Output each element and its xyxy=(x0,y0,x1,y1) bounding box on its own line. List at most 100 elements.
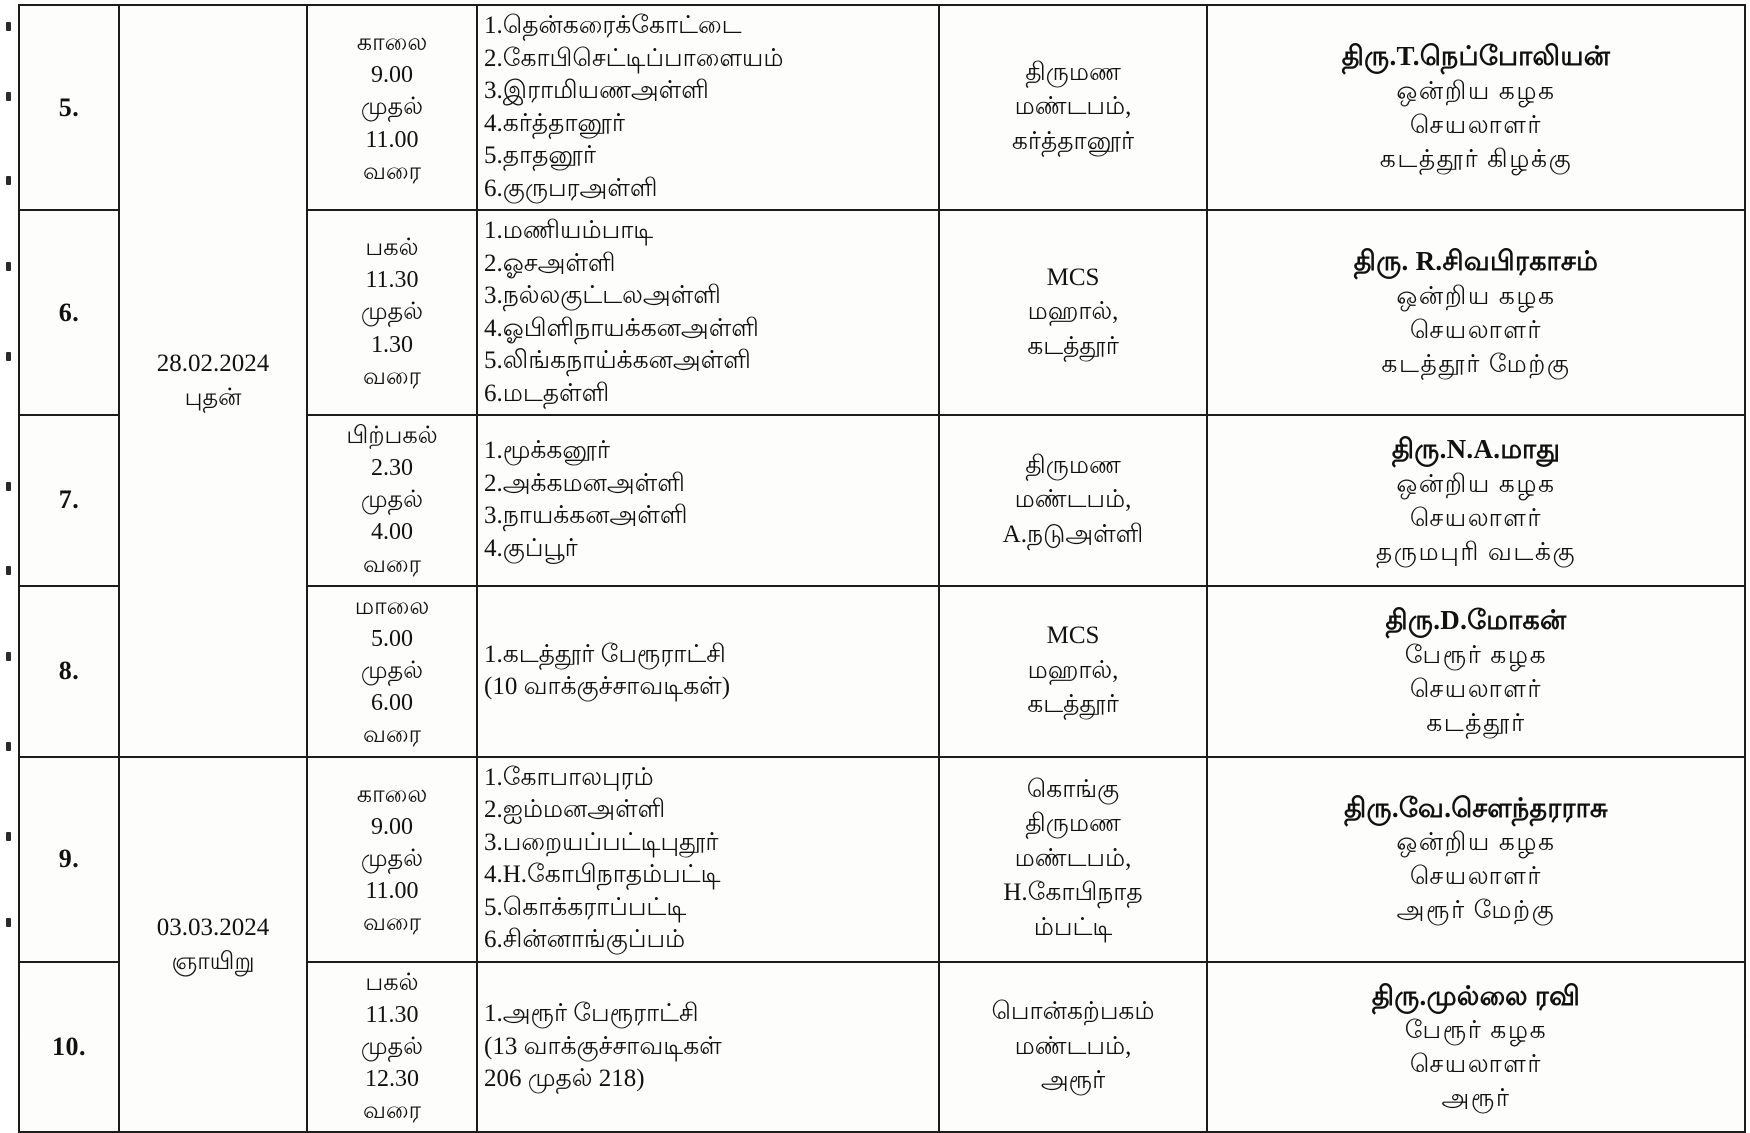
venue-line: பொன்கற்பகம் xyxy=(991,998,1155,1026)
village-list-cell: 1.கோபாலபுரம் 2.ஐம்மனஅள்ளி 3.பறையப்பட்டிப… xyxy=(476,755,940,963)
venue-line: MCS xyxy=(1046,263,1100,291)
row-serial-number: 8. xyxy=(18,584,120,758)
table-row: 7. பிற்பகல் 2.30 முதல் 4.00 வரை 1.மூக்கன… xyxy=(18,414,1746,587)
village-item: 5.லிங்கநாய்க்கனஅள்ளி xyxy=(484,347,751,374)
time-cell: பகல் 11.30 முதல் 12.30 வரை xyxy=(306,960,478,1133)
row-serial-number: 9. xyxy=(18,755,120,963)
officer-designation-line: செயலாளர் xyxy=(1409,316,1543,344)
officer-region-line: தருமபுரி வடக்கு xyxy=(1375,538,1577,566)
officer-name: திரு.வே.சௌந்தரராசு xyxy=(1344,792,1608,823)
time-line: பகல் xyxy=(365,969,419,996)
village-item: 1.கோபாலபுரம் xyxy=(484,763,654,791)
village-item: 3.இராமியணஅள்ளி xyxy=(484,77,709,104)
officer-name: திரு.D.மோகன் xyxy=(1385,604,1567,635)
officer-designation-line: ஒன்றிய கழக xyxy=(1396,77,1556,105)
venue-line: திருமண xyxy=(1025,58,1121,86)
venue-line: மண்டபம், xyxy=(1014,93,1132,121)
officer-cell: திரு.முல்லை ரவி பேரூர் கழக செயலாளர் அரூர… xyxy=(1206,960,1746,1133)
venue-line: ம்பட்டி xyxy=(1033,913,1113,941)
table-row: 6. பகல் 11.30 முதல் 1.30 வரை 1.மணியம்பாட… xyxy=(18,209,1746,416)
venue-line: கொங்கு xyxy=(1026,775,1120,803)
time-line: வரை xyxy=(362,910,422,937)
time-line: 12.30 xyxy=(365,1066,419,1093)
edge-mark xyxy=(6,832,11,841)
village-item: 1.தென்கரைக்கோட்டை xyxy=(484,12,742,39)
edge-mark xyxy=(6,22,11,31)
table-row: 5. 28.02.2024 புதன் காலை 9.00 முதல் 11.0… xyxy=(18,4,1746,758)
venue-line: கர்த்தானூர் xyxy=(1011,127,1135,155)
time-cell: பிற்பகல் 2.30 முதல் 4.00 வரை xyxy=(306,414,478,587)
village-item: 2.அக்கமனஅள்ளி xyxy=(484,469,685,497)
village-item: 4.கர்த்தானூர் xyxy=(484,109,625,137)
edge-mark xyxy=(6,92,11,101)
village-list-cell: 1.தென்கரைக்கோட்டை 2.கோபிசெட்டிப்பாளையம் … xyxy=(476,4,940,211)
time-line: முதல் xyxy=(360,487,424,514)
venue-cell: பொன்கற்பகம் மண்டபம், அரூர் xyxy=(938,960,1208,1133)
time-line: வரை xyxy=(362,551,422,578)
venue-cell: MCS மஹால், கடத்தூர் xyxy=(938,209,1208,416)
officer-cell: திரு.D.மோகன் பேரூர் கழக செயலாளர் கடத்தூர… xyxy=(1206,584,1746,758)
venue-line: மண்டபம், xyxy=(1014,486,1132,514)
officer-designation-line: செயலாளர் xyxy=(1409,863,1543,891)
officer-cell: திரு.வே.சௌந்தரராசு ஒன்றிய கழக செயலாளர் அ… xyxy=(1206,755,1746,963)
schedule-table: 5. 28.02.2024 புதன் காலை 9.00 முதல் 11.0… xyxy=(18,4,1746,1133)
row-serial-number: 7. xyxy=(18,414,120,587)
time-line: முதல் xyxy=(360,1033,424,1060)
venue-line: அரூர் xyxy=(1040,1067,1106,1095)
village-item: 3.நல்லகுட்டலஅள்ளி xyxy=(484,282,721,309)
village-item: 5.கொக்கராப்பட்டி xyxy=(484,893,687,921)
date-value: 28.02.2024 xyxy=(156,349,270,377)
edge-mark xyxy=(6,742,11,751)
edge-mark xyxy=(6,262,11,271)
time-line: 11.30 xyxy=(365,267,419,294)
officer-designation-line: ஒன்றிய கழக xyxy=(1396,470,1556,498)
edge-mark xyxy=(6,918,11,927)
time-line: முதல் xyxy=(360,845,424,872)
officer-region-line: அரூர் xyxy=(1441,1085,1511,1113)
time-line: காலை xyxy=(356,30,428,57)
time-line: காலை xyxy=(356,781,428,808)
officer-designation-line: ஒன்றிய கழக xyxy=(1396,829,1556,857)
time-line: முதல் xyxy=(360,658,424,685)
village-list-cell: 1.மணியம்பாடி 2.ஓசஅள்ளி 3.நல்லகுட்டலஅள்ளி… xyxy=(476,209,940,416)
venue-line: திருமண xyxy=(1025,451,1121,479)
time-line: 2.30 xyxy=(371,455,413,482)
row-serial-number: 5. xyxy=(18,4,120,211)
officer-region-line: கடத்தூர் கிழக்கு xyxy=(1379,145,1573,173)
page-edge-artifact xyxy=(0,0,14,1038)
table-row: 9. 03.03.2024 ஞாயிறு காலை 9.00 முதல் 11.… xyxy=(18,755,1746,1133)
officer-region-line: கடத்தூர் xyxy=(1426,709,1526,737)
day-name: புதன் xyxy=(184,385,242,412)
officer-designation-line: ஒன்றிய கழக xyxy=(1396,282,1556,310)
time-line: வரை xyxy=(362,722,422,749)
village-item: 5.தாதனூர் xyxy=(484,142,596,169)
village-item: 6.குருபரஅள்ளி xyxy=(484,174,658,202)
officer-name: திரு. R.சிவபிரகாசம் xyxy=(1353,246,1599,277)
venue-cell: திருமண மண்டபம், A.நடுஅள்ளி xyxy=(938,414,1208,587)
village-item: 6.சின்னாங்குப்பம் xyxy=(484,926,686,954)
polling-booth-note: (13 வாக்குச்சாவடிகள் xyxy=(484,1032,722,1060)
venue-line: கடத்தூர் xyxy=(1027,332,1119,360)
officer-cell: திரு.T.நெப்போலியன் ஒன்றிய கழக செயலாளர் க… xyxy=(1206,4,1746,211)
venue-cell: கொங்கு திருமண மண்டபம், H.கோபிநாத ம்பட்டி xyxy=(938,755,1208,963)
officer-region-line: கடத்தூர் மேற்கு xyxy=(1381,350,1571,378)
venue-line: கடத்தூர் xyxy=(1027,691,1119,719)
polling-booth-range: 206 முதல் 218) xyxy=(484,1065,645,1093)
time-cell: காலை 9.00 முதல் 11.00 வரை xyxy=(306,4,478,211)
venue-line: மண்டபம், xyxy=(1014,1032,1132,1060)
village-item: 4.ஓபிளிநாயக்கனஅள்ளி xyxy=(484,314,759,342)
venue-cell: MCS மஹால், கடத்தூர் xyxy=(938,584,1208,758)
village-list-cell: 1.மூக்கனூர் 2.அக்கமனஅள்ளி 3.நாயக்கனஅள்ளி… xyxy=(476,414,940,587)
edge-mark xyxy=(6,176,11,185)
village-list-cell: 1.அரூர் பேரூராட்சி (13 வாக்குச்சாவடிகள் … xyxy=(476,960,940,1133)
date-cell-03-03-2024: 03.03.2024 ஞாயிறு xyxy=(118,755,308,1133)
time-line: 9.00 xyxy=(371,62,413,89)
village-item: 1.கடத்தூர் பேரூராட்சி xyxy=(484,640,726,668)
time-line: வரை xyxy=(362,158,422,185)
time-line: 1.30 xyxy=(371,331,413,358)
village-item: 3.பறையப்பட்டிபுதூர் xyxy=(484,828,719,856)
time-line: 9.00 xyxy=(371,813,413,840)
venue-line: மஹால், xyxy=(1027,656,1119,684)
day-name: ஞாயிறு xyxy=(171,949,255,976)
